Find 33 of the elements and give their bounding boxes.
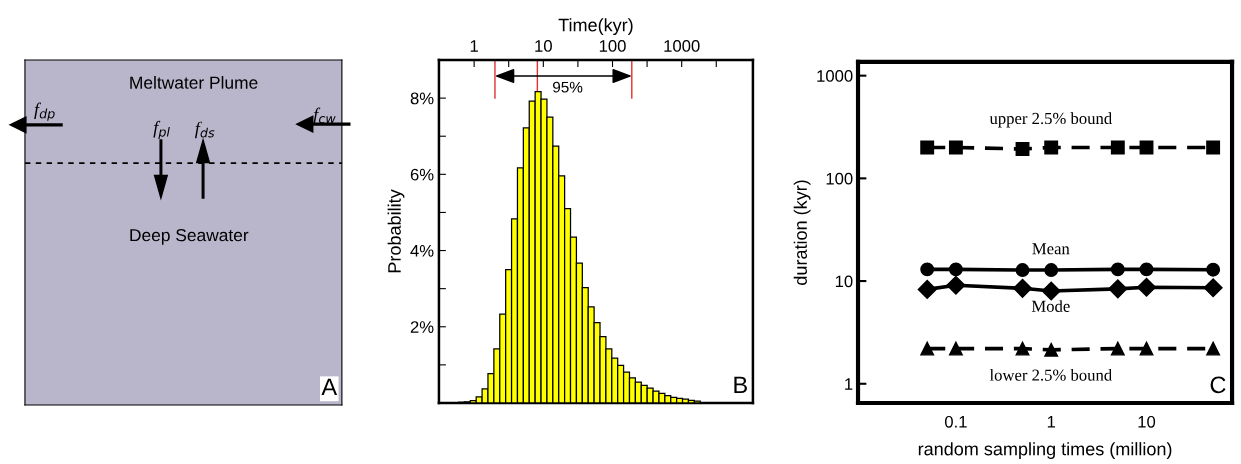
annotation: B: [734, 376, 747, 393]
x-tick-label: 1: [1047, 416, 1056, 428]
y-tick-label: 8%: [410, 92, 434, 105]
text: f$_{cw}$: [313, 107, 336, 125]
x-axis-title: random sampling times (million): [918, 442, 1172, 459]
y-tick-label: 1: [845, 378, 853, 390]
y-axis-title: duration (kyr): [793, 180, 811, 285]
y-tick-label: 4%: [410, 245, 434, 257]
series-label: Mode: [1031, 300, 1070, 312]
annotation: 95%: [553, 81, 583, 93]
x-tick-label: 100: [599, 40, 626, 52]
y-tick-label: 10: [835, 275, 853, 288]
text: Meltwater Plume: [130, 76, 258, 89]
y-tick-label: 1000: [817, 70, 853, 82]
x-axis-title: Time(kyr): [558, 18, 633, 36]
series-label: Mean: [1032, 243, 1070, 255]
text: f$_{pl}$: [153, 120, 170, 140]
x-tick-label: 10: [1138, 415, 1156, 428]
x-tick-label: 1: [470, 40, 478, 52]
annotation: C: [1210, 376, 1226, 394]
text: f$_{dp}$: [34, 102, 55, 121]
x-tick-label: 10: [535, 40, 552, 52]
x-tick-label: 1000: [664, 40, 700, 52]
y-axis-title: Probability: [387, 189, 405, 273]
text: f$_{ds}$: [194, 121, 215, 139]
y-tick-label: 2%: [410, 321, 434, 333]
series-label: upper 2.5% bound: [989, 112, 1112, 128]
x-tick-label: 0.1: [944, 415, 967, 428]
text: Deep Seawater: [130, 228, 249, 245]
series-label: lower 2.5% bound: [989, 369, 1112, 381]
y-tick-label: 100: [826, 172, 853, 185]
y-tick-label: 6%: [410, 168, 434, 181]
text: A: [321, 378, 338, 395]
